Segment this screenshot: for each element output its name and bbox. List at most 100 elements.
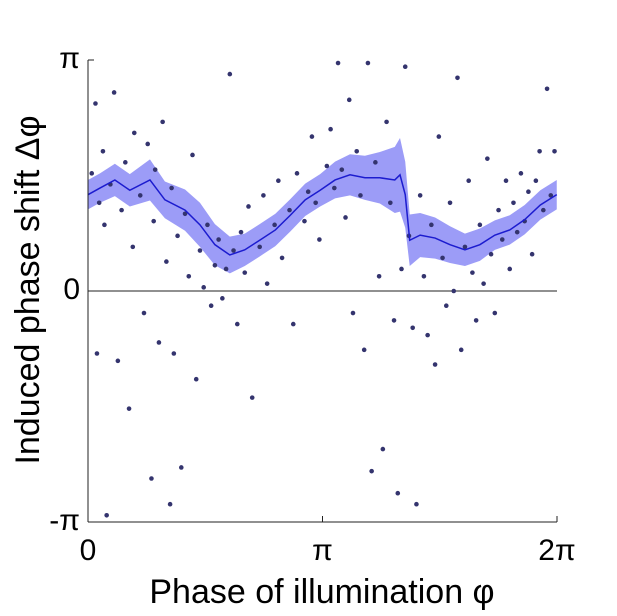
scatter-point [186,273,192,279]
scatter-point [346,97,352,103]
scatter-point [380,446,386,452]
scatter-point [425,332,430,338]
scatter-point [212,262,218,268]
scatter-point [93,101,98,106]
scatter-point [249,395,255,400]
scatter-point [205,222,210,228]
scatter-point [287,207,292,213]
scatter-point [432,362,438,367]
scatter-point [376,273,382,279]
scatter-point [443,303,449,309]
scatter-point [175,233,180,239]
scatter-point [264,281,270,286]
scatter-point [290,321,296,327]
scatter-point [231,248,236,253]
scatter-point [548,193,554,198]
scatter-point [518,171,524,176]
scatter-point [447,200,453,206]
scatter-point [384,119,389,125]
scatter-point [335,60,341,66]
scatter-point [492,310,498,316]
scatter-point [421,273,427,279]
scatter-point [507,266,513,272]
scatter-point [234,321,240,327]
scatter-point [238,229,244,235]
scatter-point [503,178,509,184]
scatter-point [339,167,345,172]
scatter-point [369,468,374,474]
scatter-point [111,90,117,95]
y-tick-label: π [59,42,80,75]
scatter-point [552,148,557,154]
scatter-point [526,189,531,195]
scatter-point [164,259,169,264]
scatter-point [399,266,404,272]
scatter-point [220,296,225,301]
x-axis-label: Phase of illumination φ [149,573,494,611]
scatter-point [261,193,266,198]
scatter-point [309,134,315,139]
scatter-point [496,207,501,213]
scatter-point [361,347,367,353]
y-axis-label: Induced phase shift Δφ [9,115,47,464]
scatter-point [276,178,281,184]
scatter-point [485,156,490,161]
y-tick-label: -π [49,504,80,537]
scatter-point [395,490,401,496]
scatter-point [388,200,393,206]
scatter-point [451,288,457,294]
scatter-point [123,160,128,165]
scatter-point [440,255,445,261]
scatter-point [544,86,550,92]
scatter-point [511,200,516,206]
scatter-point [96,200,102,206]
scatter-point [179,465,184,470]
scatter-point [160,119,165,125]
scatter-point [373,160,378,165]
scatter-point [169,185,174,191]
scatter-point [167,501,173,507]
scatter-point [477,222,483,228]
scatter-point [126,406,132,411]
scatter-point [541,207,546,213]
scatter-point [115,358,121,364]
scatter-point [171,351,177,356]
scatter-point [481,281,486,286]
scatter-point [473,318,479,323]
scatter-point [257,244,262,250]
scatter-point [100,148,106,154]
scatter-point [488,251,494,257]
scatter-point [414,501,419,507]
scatter-point [328,126,333,132]
scatter-point [131,130,137,136]
mean-line [87,173,558,256]
scatter-point [145,141,151,147]
scatter-point [246,204,251,209]
x-tick-label: 0 [80,534,97,567]
scatter-point [466,178,471,184]
scatter-point [436,134,442,139]
scatter-point [358,193,363,198]
scatter-point [354,148,360,154]
scatter-point [208,303,214,309]
scatter-point [429,222,434,228]
scatter-point [242,270,248,275]
scatter-point [455,75,460,81]
scatter-point [193,376,199,382]
scatter-point [119,207,124,213]
scatter-point [149,476,154,481]
scatter-point [197,248,203,253]
scatter-point [343,215,348,220]
scatter-point [499,237,505,242]
scatter-point [514,229,520,235]
x-tick-label: 2π [538,534,575,567]
scatter-point [365,60,371,66]
scatter-point [190,152,195,158]
scatter-point [130,244,136,250]
scatter-point [410,325,415,331]
scatter-point [227,71,233,77]
scatter-point [94,351,100,356]
scatter-point [332,185,337,191]
scatter-point [137,193,143,198]
